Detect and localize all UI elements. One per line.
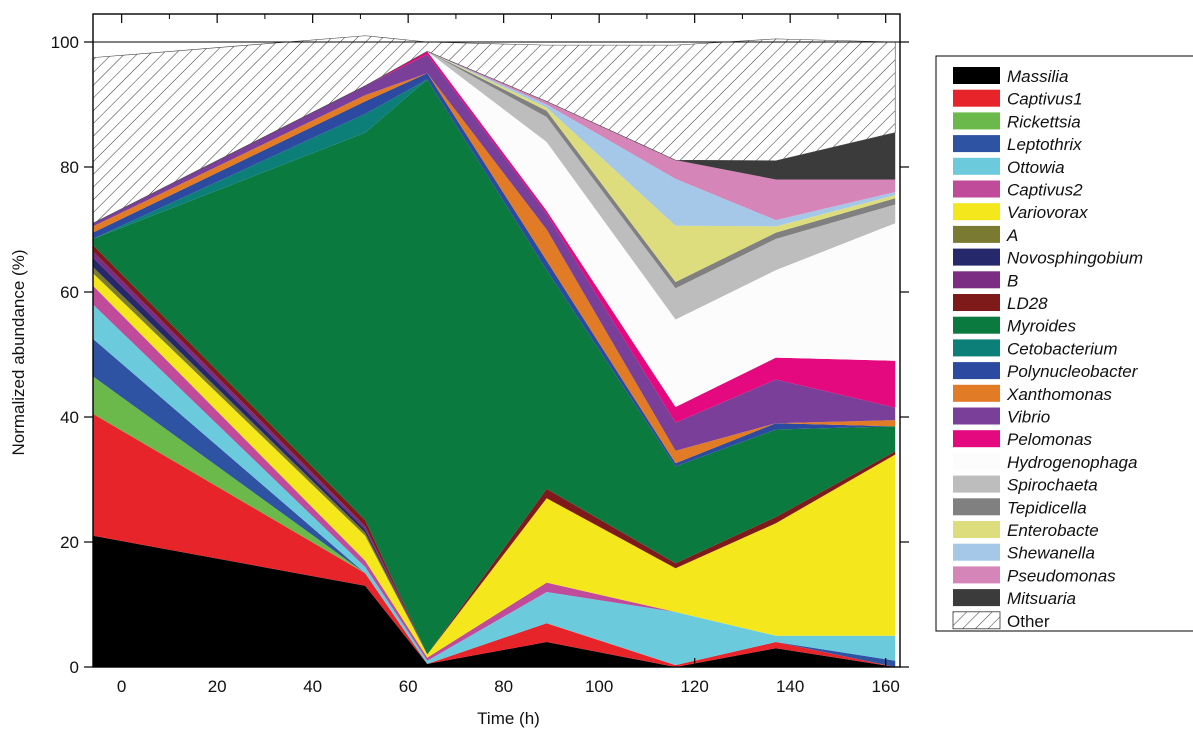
legend-label: Other bbox=[1007, 612, 1050, 631]
y-axis-label: Normalized abundance (%) bbox=[9, 250, 28, 456]
x-tick-label: 20 bbox=[208, 677, 227, 696]
legend-label: Leptothrix bbox=[1007, 135, 1082, 154]
area-massilia bbox=[93, 535, 896, 667]
legend-label: Rickettsia bbox=[1007, 112, 1081, 131]
x-tick-label: 60 bbox=[399, 677, 418, 696]
legend-label: Enterobacte bbox=[1007, 521, 1099, 540]
legend-label: Vibrio bbox=[1007, 408, 1050, 427]
y-tick-label: 20 bbox=[60, 533, 79, 552]
legend-label: B bbox=[1007, 271, 1018, 290]
legend-swatch bbox=[953, 203, 1000, 221]
legend-label: Myroides bbox=[1007, 317, 1076, 336]
legend-swatch bbox=[953, 225, 1000, 243]
x-tick-label: 0 bbox=[117, 677, 126, 696]
legend-swatch bbox=[953, 294, 1000, 311]
legend-swatch bbox=[953, 384, 1000, 402]
legend-swatch bbox=[953, 180, 1000, 198]
x-tick-label: 100 bbox=[585, 677, 613, 696]
legend-label: Tepidicella bbox=[1007, 498, 1087, 517]
legend-label: Polynucleobacter bbox=[1007, 362, 1139, 381]
legend-label: Shewanella bbox=[1007, 544, 1095, 563]
legend-swatch bbox=[953, 316, 1000, 334]
y-tick-label: 80 bbox=[60, 158, 79, 177]
legend-label: Xanthomonas bbox=[1006, 385, 1112, 404]
legend-swatch bbox=[953, 430, 1000, 448]
y-tick-label: 0 bbox=[70, 658, 79, 677]
legend-swatch bbox=[953, 135, 1000, 153]
legend-label: LD28 bbox=[1007, 294, 1048, 313]
x-tick-label: 120 bbox=[680, 677, 708, 696]
legend-label: Captivus2 bbox=[1007, 181, 1083, 200]
legend-swatch bbox=[953, 452, 1000, 470]
area-hydrogenophaga bbox=[93, 51, 896, 407]
legend-label: Mitsuaria bbox=[1007, 589, 1076, 608]
legend-swatch bbox=[953, 271, 1000, 289]
area-xanthomonas bbox=[93, 73, 896, 464]
legend-swatch bbox=[953, 362, 1000, 380]
legend-label: Hydrogenophaga bbox=[1007, 453, 1137, 472]
legend-label: Spirochaeta bbox=[1007, 476, 1098, 495]
y-tick-label: 100 bbox=[51, 33, 79, 52]
area-pelomonas bbox=[93, 51, 896, 423]
area-other bbox=[92, 35, 896, 224]
legend-swatch bbox=[953, 543, 1000, 561]
legend-swatch bbox=[953, 157, 1000, 175]
legend-swatch bbox=[953, 521, 1000, 538]
x-axis-label: Time (h) bbox=[477, 709, 540, 728]
area-captivus1 bbox=[93, 413, 896, 667]
legend-label: A bbox=[1006, 226, 1018, 245]
x-tick-label: 160 bbox=[871, 677, 899, 696]
x-tick-label: 40 bbox=[303, 677, 322, 696]
area-pseudomonas bbox=[93, 51, 896, 224]
legend-label: Pelomonas bbox=[1007, 430, 1093, 449]
legend-label: Pseudomonas bbox=[1007, 566, 1116, 585]
y-tick-label: 60 bbox=[60, 283, 79, 302]
legend-label: Massilia bbox=[1007, 67, 1068, 86]
legend-label: Variovorax bbox=[1007, 203, 1088, 222]
legend-swatch bbox=[953, 589, 1000, 607]
area-polynucleobacter bbox=[93, 73, 896, 467]
area-myroides bbox=[93, 79, 896, 655]
legend-swatch bbox=[953, 112, 1000, 130]
y-tick-label: 40 bbox=[60, 408, 79, 427]
legend-swatch bbox=[953, 566, 1000, 584]
legend-label: Cetobacterium bbox=[1007, 339, 1118, 358]
legend-swatch bbox=[953, 498, 1000, 516]
plot-frame bbox=[92, 13, 901, 668]
x-tick-label: 80 bbox=[494, 677, 513, 696]
legend-swatch bbox=[953, 89, 1000, 107]
legend-swatch bbox=[952, 611, 1001, 630]
legend-swatch bbox=[953, 339, 1000, 357]
legend-swatch bbox=[953, 475, 1000, 493]
legend-swatch bbox=[953, 248, 1000, 266]
legend-swatch bbox=[953, 67, 1000, 84]
legend-label: Captivus1 bbox=[1007, 90, 1083, 109]
legend-label: Ottowia bbox=[1007, 158, 1065, 177]
legend-swatch bbox=[953, 407, 1000, 425]
area-vibrio bbox=[93, 54, 896, 451]
x-tick-label: 140 bbox=[776, 677, 804, 696]
legend-label: Novosphingobium bbox=[1007, 249, 1143, 268]
area-variovorax bbox=[93, 273, 896, 658]
